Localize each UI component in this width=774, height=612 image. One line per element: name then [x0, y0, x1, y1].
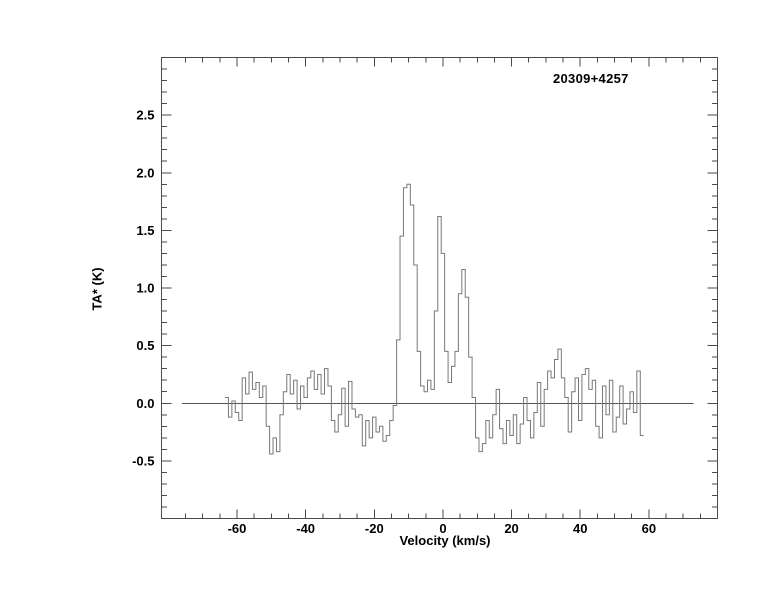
y-tick-label: 0.5: [136, 338, 154, 353]
x-tick-label: 60: [642, 521, 656, 536]
x-tick-label: 20: [504, 521, 518, 536]
y-tick-label: 2.5: [136, 108, 154, 123]
y-tick-label: 0.0: [136, 396, 154, 411]
x-tick-label: -20: [365, 521, 384, 536]
tick-labels: -60 -40 -20 0 20 40 60 -0.5 0.0 0.5 1.0 1.5 2.0 2.5: [132, 108, 656, 536]
y-tick-label: 1.0: [136, 281, 154, 296]
y-axis-label: TA* (K): [89, 267, 105, 311]
axis-box: [161, 57, 718, 519]
y-tick-label: 2.0: [136, 165, 154, 180]
y-tick-label: 1.5: [136, 223, 154, 238]
x-tick-label: 0: [439, 521, 446, 536]
axis-ticks: [161, 57, 718, 519]
x-tick-label: -40: [296, 521, 315, 536]
y-tick-label: -0.5: [132, 453, 154, 468]
x-tick-label: -60: [228, 521, 247, 536]
x-axis-label: Velocity (km/s): [399, 533, 491, 548]
source-name-label: 20309+4257: [553, 71, 629, 86]
spectrum-line: [224, 183, 644, 455]
x-tick-label: 40: [573, 521, 587, 536]
